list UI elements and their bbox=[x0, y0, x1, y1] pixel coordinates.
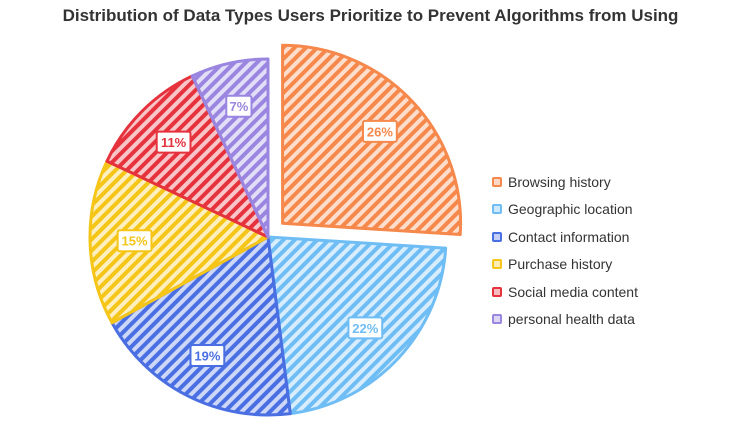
pie-slice-contact-information bbox=[110, 235, 292, 417]
legend-item[interactable]: Social media content bbox=[492, 278, 638, 306]
legend-item[interactable]: Contact information bbox=[492, 223, 638, 251]
legend-swatch bbox=[492, 314, 502, 325]
slice-value-label: 11% bbox=[161, 135, 187, 150]
chart-title: Distribution of Data Types Users Priorit… bbox=[62, 6, 679, 25]
legend-item[interactable]: Browsing history bbox=[492, 168, 638, 196]
legend-swatch bbox=[492, 204, 502, 215]
legend-item[interactable]: Purchase history bbox=[492, 251, 638, 279]
legend-swatch bbox=[492, 259, 502, 270]
slice-value-label: 19% bbox=[194, 348, 220, 363]
pie-slice-purchase-history bbox=[88, 159, 270, 325]
slice-label-box bbox=[347, 316, 384, 340]
legend-label: Browsing history bbox=[508, 173, 611, 190]
legend-swatch bbox=[492, 176, 502, 187]
legend-label: Geographic location bbox=[508, 201, 633, 218]
pie-slice-social-media-content bbox=[105, 74, 270, 239]
slice-value-label: 15% bbox=[122, 234, 148, 249]
legend-item[interactable]: Geographic location bbox=[492, 196, 638, 224]
legend-item[interactable]: personal health data bbox=[492, 306, 638, 334]
slice-value-label: 26% bbox=[367, 124, 393, 139]
slice-value-label: 7% bbox=[229, 99, 248, 114]
legend-label: Contact information bbox=[508, 228, 630, 245]
slice-label-box bbox=[116, 229, 153, 253]
legend-label: personal health data bbox=[508, 311, 635, 328]
legend-swatch bbox=[492, 286, 502, 297]
slice-label-box bbox=[189, 343, 226, 367]
legend: Browsing history Geographic location Conta… bbox=[492, 168, 638, 333]
legend-label: Social media content bbox=[508, 283, 638, 300]
slice-label-box bbox=[361, 119, 398, 143]
legend-swatch bbox=[492, 231, 502, 242]
slice-value-label: 22% bbox=[352, 321, 378, 336]
slice-label-box bbox=[155, 130, 192, 154]
legend-label: Purchase history bbox=[508, 256, 613, 273]
slice-label-box bbox=[225, 94, 253, 118]
